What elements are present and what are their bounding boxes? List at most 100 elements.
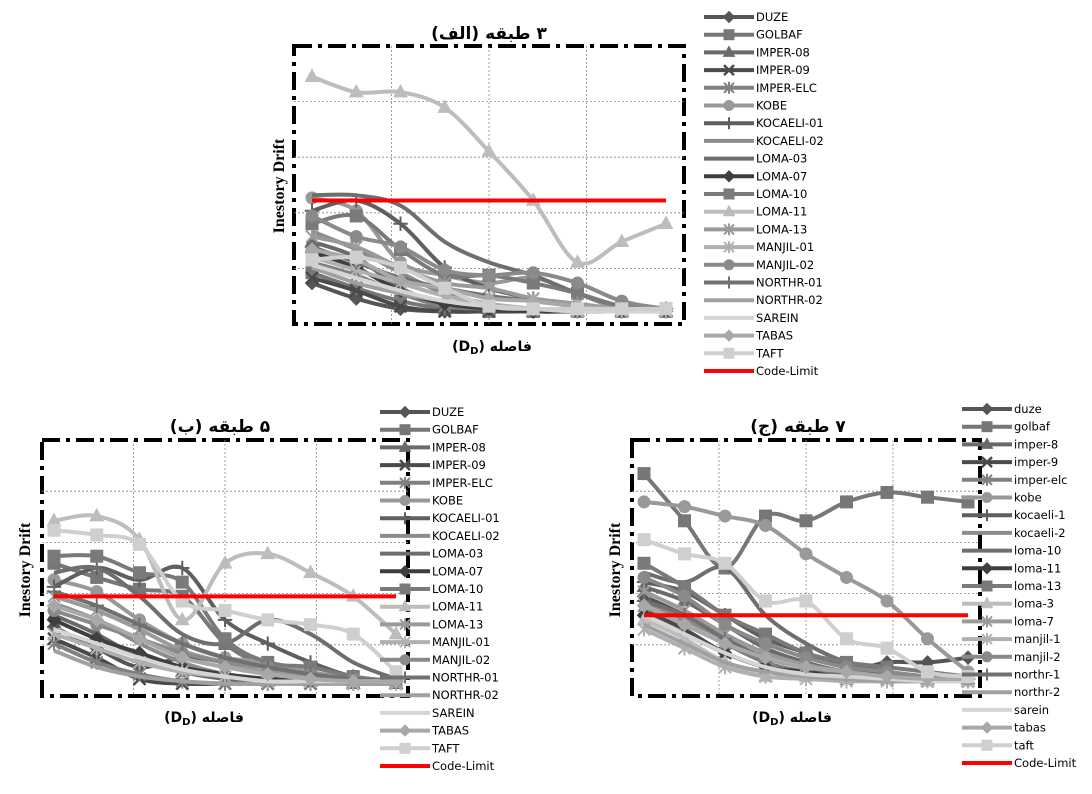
data-point: [981, 580, 993, 592]
data-point: [981, 739, 993, 751]
series-manjil-02: [305, 209, 673, 316]
data-point: [981, 492, 993, 503]
data-point: [678, 547, 691, 561]
data-point: [47, 549, 61, 563]
legend-label: imper-elc: [1014, 473, 1068, 487]
legend-label: duze: [1014, 402, 1042, 416]
data-point: [722, 204, 736, 217]
data-point: [393, 216, 408, 231]
legend-label: KOCAELI-02: [432, 529, 500, 543]
data-point: [880, 485, 894, 499]
data-point: [304, 618, 317, 632]
legend-label: KOBE: [756, 99, 787, 113]
data-point: [481, 143, 497, 157]
data-point: [840, 495, 853, 509]
legend-item: Code-Limit: [962, 756, 1077, 770]
series-golbaf: [637, 467, 975, 575]
data-point: [398, 599, 412, 612]
data-point: [398, 440, 412, 452]
legend-label: northr-2: [1014, 685, 1060, 699]
data-point: [305, 253, 319, 267]
data-point: [723, 117, 735, 130]
data-point: [798, 659, 814, 675]
legend-label: LOMA-11: [432, 600, 483, 614]
legend-item: KOBE: [380, 494, 463, 508]
data-point: [46, 612, 62, 628]
x-axis-label-subscript: D: [470, 346, 478, 357]
legend-item: loma-11: [962, 561, 1061, 575]
data-point: [174, 611, 190, 626]
data-point: [981, 651, 993, 663]
data-point: [921, 490, 934, 504]
legend-label: LOMA-10: [756, 187, 807, 201]
legend-item: IMPER-09: [704, 63, 810, 77]
legend-item: kocaeli-2: [962, 526, 1066, 540]
legend-item: DUZE: [380, 405, 464, 419]
data-point: [399, 512, 411, 525]
legend-item: manjil-2: [962, 650, 1061, 664]
data-point: [133, 537, 146, 551]
legend-label: loma-13: [1014, 579, 1061, 593]
series-kobe: [637, 495, 975, 679]
legend-item: LOMA-10: [704, 187, 807, 201]
data-point: [174, 650, 190, 665]
legend-item: GOLBAF: [704, 28, 803, 42]
legend-label: IMPER-08: [756, 45, 810, 59]
data-point: [175, 636, 190, 651]
legend-label: SAREIN: [756, 311, 799, 325]
data-point: [723, 347, 735, 359]
series-line: [53, 648, 396, 686]
data-point: [840, 632, 853, 646]
data-point: [393, 83, 408, 98]
legend-item: GOLBAF: [380, 423, 479, 437]
data-point: [614, 233, 630, 248]
data-point: [799, 547, 813, 561]
data-point: [723, 259, 735, 271]
data-point: [218, 632, 232, 646]
data-point: [637, 495, 651, 509]
data-point: [718, 509, 732, 523]
x-axis-label-symbol: D: [171, 710, 183, 726]
legend-item: taft: [962, 738, 1034, 752]
series-loma-11: [304, 68, 674, 268]
legend-item: LOMA-13: [704, 222, 807, 236]
data-point: [305, 209, 319, 223]
data-point: [303, 564, 318, 579]
data-point: [89, 612, 105, 628]
data-point: [349, 230, 363, 244]
legend-label: IMPER-09: [432, 458, 486, 472]
data-point: [637, 570, 651, 584]
data-point: [303, 671, 318, 687]
data-point: [718, 618, 732, 632]
series-taft: [305, 250, 673, 316]
data-point: [175, 560, 190, 576]
legend-item: imper-8: [962, 437, 1058, 451]
legend-item: TAFT: [380, 741, 460, 755]
data-point: [393, 273, 408, 288]
x-axis-label-subscript: D: [182, 717, 190, 728]
data-point: [723, 223, 735, 236]
data-point: [981, 509, 993, 522]
data-point: [981, 633, 993, 646]
legend-item: kocaeli-1: [962, 508, 1066, 522]
legend-label: DUZE: [756, 10, 788, 24]
data-point: [723, 64, 735, 76]
data-point: [399, 654, 411, 666]
data-point: [759, 637, 772, 651]
legend-item: northr-1: [962, 668, 1060, 682]
legend: duze golbaf imper-8 imper-9 imper-elc kobe koc…: [962, 402, 1077, 770]
x-axis-label-main: فاصله: [790, 710, 832, 726]
legend-item: SAREIN: [380, 706, 475, 720]
legend-label: TABAS: [431, 724, 469, 738]
panel-title: (ب) ۵ طبقه: [170, 417, 270, 437]
data-point: [398, 405, 412, 419]
data-point: [349, 209, 363, 223]
legend-item: loma-13: [962, 579, 1061, 593]
legend-item: loma-3: [962, 596, 1054, 611]
data-point: [921, 632, 934, 646]
data-point: [615, 302, 629, 316]
legend-item: kobe: [962, 491, 1042, 505]
data-point: [980, 402, 994, 416]
legend-label: Code-Limit: [756, 364, 819, 378]
